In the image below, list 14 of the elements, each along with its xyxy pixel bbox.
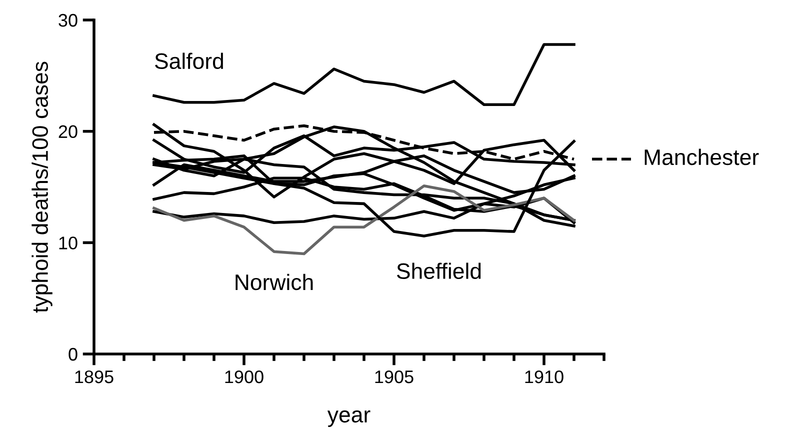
series-label: Norwich xyxy=(236,274,313,290)
x-tick-label: 1905 xyxy=(375,370,414,384)
y-tick-label: 10 xyxy=(59,236,78,250)
y-tick-label: 0 xyxy=(68,348,78,361)
x-axis-title: year xyxy=(327,410,370,427)
series-label: Sheffield xyxy=(396,262,481,280)
x-tick-label: 1900 xyxy=(225,370,264,384)
legend-label: Manchester xyxy=(644,148,759,166)
y-tick-label: 30 xyxy=(58,14,78,27)
series-label: Salford xyxy=(155,52,223,70)
x-tick-label: 1895 xyxy=(75,370,114,384)
x-tick-label: 1910 xyxy=(525,370,564,384)
y-tick-label: 20 xyxy=(58,125,78,138)
y-axis-title: typhoid deaths/100 cases xyxy=(32,62,52,313)
